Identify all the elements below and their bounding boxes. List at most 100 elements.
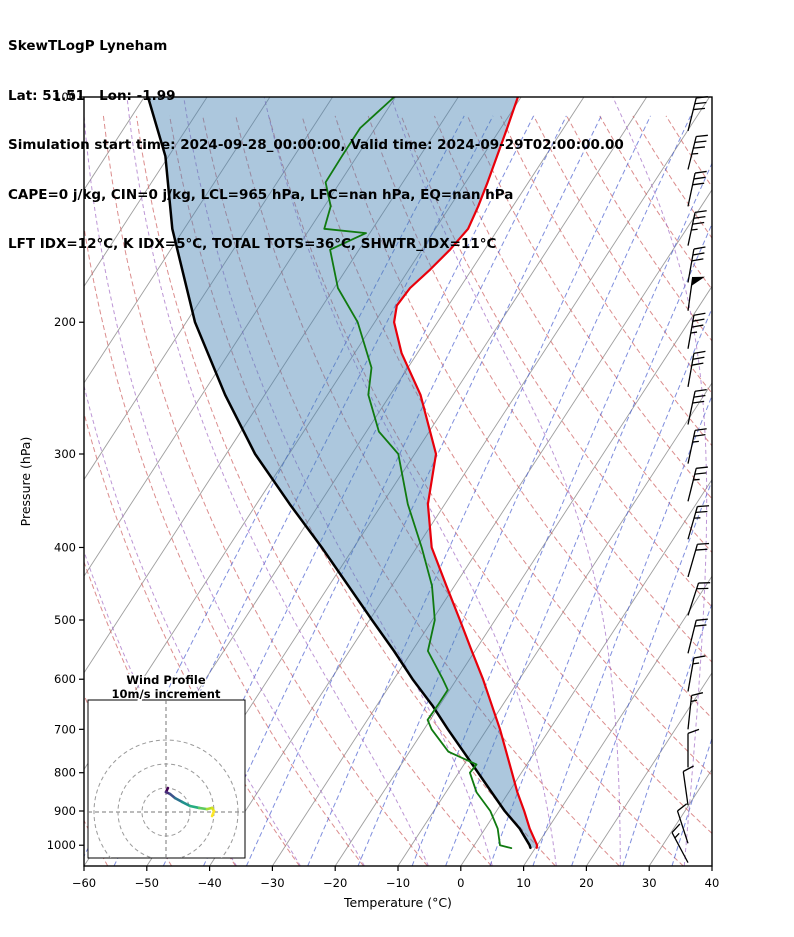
wind-barb <box>687 134 708 170</box>
chart-header: SkewTLogP Lyneham Lat: 51.51 Lon: -1.99 … <box>8 5 624 286</box>
dry-adiabat-line <box>169 115 556 866</box>
mixing-ratio-line <box>532 394 712 866</box>
mixing-ratio-line <box>489 307 712 866</box>
x-tick-label: 0 <box>457 876 464 890</box>
hodograph-trace-segment <box>210 809 216 818</box>
header-station-title: SkewTLogP Lyneham <box>8 38 168 54</box>
wind-barb <box>687 618 708 654</box>
isotherm-line <box>460 478 712 866</box>
mixing-ratio-line <box>622 602 712 866</box>
wind-barb <box>671 823 689 863</box>
x-tick-label: 10 <box>516 876 531 890</box>
moist-adiabat-line <box>612 97 708 866</box>
moist-adiabat-line <box>390 97 621 866</box>
dry-adiabat-line <box>500 115 712 447</box>
y-tick-label: 300 <box>54 447 76 461</box>
hodograph-ring <box>141 787 191 837</box>
cape-shade <box>148 97 538 848</box>
isotherm-line <box>84 97 459 674</box>
y-tick-label: 900 <box>54 804 76 818</box>
dry-adiabat-line <box>235 115 684 866</box>
background-lines <box>84 97 712 866</box>
profile-curves <box>146 97 539 850</box>
dry-adiabat-line <box>102 115 428 866</box>
dry-adiabat-line <box>665 115 712 188</box>
x-tick-label: 30 <box>642 876 657 890</box>
x-axis-title: Temperature (°C) <box>343 895 452 910</box>
isotherm-line <box>334 285 712 866</box>
dry-adiabat-line <box>301 115 712 777</box>
x-tick-label: −50 <box>135 876 159 890</box>
hodograph-trace-segment <box>197 806 209 811</box>
wind-barb <box>687 210 707 246</box>
isotherm-line <box>648 768 712 866</box>
isotherm-line <box>84 97 396 578</box>
wind-barb <box>687 466 708 502</box>
dry-adiabat-line <box>467 115 712 500</box>
isotherm-line <box>84 97 271 384</box>
x-tick-label: 40 <box>705 876 720 890</box>
moist-adiabat-line <box>126 97 429 866</box>
wind-barb <box>687 170 707 207</box>
parcel-curve <box>146 97 532 850</box>
isotherm-line <box>84 97 333 481</box>
wind-barb <box>687 692 704 730</box>
hodograph-title-line1: Wind Profile <box>126 673 206 687</box>
isotherm-line <box>84 97 208 288</box>
dry-adiabat-line <box>84 411 300 866</box>
wind-barb <box>687 312 706 349</box>
mixing-ratio-line <box>411 162 712 866</box>
mixing-ratio-line <box>357 115 692 866</box>
header-times: Simulation start time: 2024-09-28_00:00:… <box>8 137 624 153</box>
wind-barb <box>687 389 707 425</box>
y-tick-label: 700 <box>54 722 76 736</box>
y-tick-label: 600 <box>54 672 76 686</box>
isotherm-line <box>397 382 712 866</box>
x-tick-label: −40 <box>197 876 221 890</box>
hodograph-trace-segment <box>180 800 192 808</box>
isotherm-line <box>209 97 710 866</box>
dry-adiabat-line <box>136 115 492 866</box>
dry-adiabat-line <box>202 115 620 866</box>
x-tick-label: −20 <box>323 876 347 890</box>
y-tick-label: 500 <box>54 613 76 627</box>
mixing-ratio-line <box>245 115 602 866</box>
y-tick-label: 800 <box>54 766 76 780</box>
dry-adiabat-line <box>84 224 364 866</box>
dry-adiabat-line <box>400 115 712 608</box>
x-tick-label: −10 <box>386 876 410 890</box>
dewpoint-curve <box>323 97 513 849</box>
wind-barb <box>687 728 700 768</box>
moist-adiabat-line <box>183 97 493 866</box>
header-lat-lon: Lat: 51.51 Lon: -1.99 <box>8 87 176 104</box>
barb-flag <box>691 276 705 286</box>
header-cape-cin: CAPE=0 j/kg, CIN=0 j/kg, LCL=965 hPa, LF… <box>8 186 514 203</box>
hodograph-title-line2: 10m/s increment <box>112 687 221 701</box>
hodograph-ring <box>93 739 239 858</box>
y-tick-label: 1000 <box>47 838 76 852</box>
wind-barb <box>687 428 707 464</box>
y-tick-label: 100 <box>54 90 76 104</box>
hodograph-trace-segment <box>188 804 201 810</box>
x-tick-label: −60 <box>72 876 96 890</box>
wind-barb <box>687 582 711 616</box>
wind-barb <box>687 505 710 540</box>
dry-adiabat-line <box>334 115 712 719</box>
x-tick-label: −30 <box>260 876 284 890</box>
mixing-ratio-line <box>307 115 651 866</box>
moist-adiabat-line <box>84 109 365 866</box>
x-tick-label: 20 <box>579 876 594 890</box>
moist-adiabat-lines <box>84 97 708 866</box>
hodograph-trace-segment <box>173 796 184 804</box>
wind-barb <box>687 655 706 692</box>
wind-barb <box>687 276 705 311</box>
y-tick-label: 400 <box>54 540 76 554</box>
y-axis-title: Pressure (hPa) <box>18 437 33 527</box>
moist-adiabat-line <box>84 383 301 866</box>
wind-barb <box>687 246 706 283</box>
wind-barb <box>687 350 706 387</box>
wind-barb <box>682 765 694 806</box>
